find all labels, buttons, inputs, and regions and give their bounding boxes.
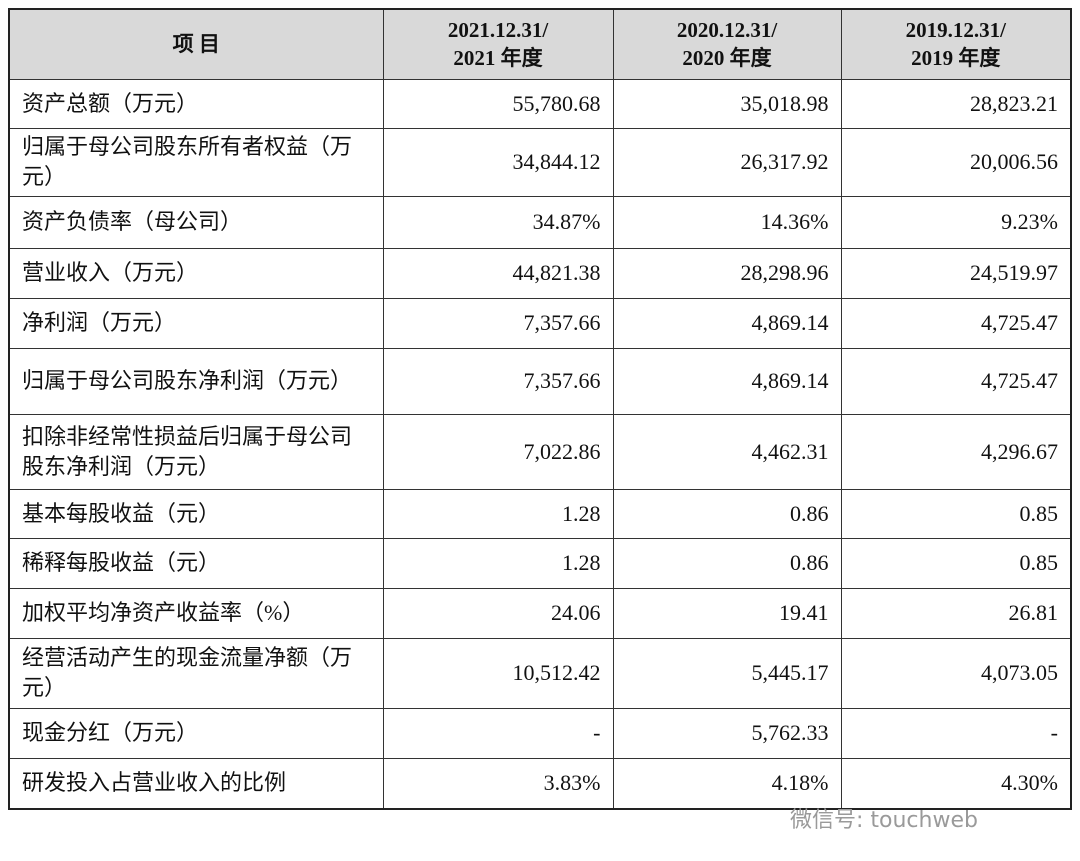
table-row: 经营活动产生的现金流量净额（万元） 10,512.42 5,445.17 4,073.…: [8, 637, 1072, 709]
cell-value: 4,296.67: [840, 413, 1072, 490]
header-cell: 2020.12.31/2020 年度: [612, 8, 842, 80]
cell-value: 14.36%: [612, 195, 842, 249]
table-row: 稀释每股收益（元） 1.28 0.86 0.85: [8, 537, 1072, 589]
cell-value: 28,298.96: [612, 247, 842, 299]
cell-value: 34.87%: [382, 195, 614, 249]
cell-value: 1.28: [382, 537, 614, 589]
cell-value: 4,725.47: [840, 297, 1072, 349]
table-row: 资产负债率（母公司） 34.87% 14.36% 9.23%: [8, 195, 1072, 249]
cell-value: 19.41: [612, 587, 842, 639]
header-line: 2021 年度: [453, 46, 543, 71]
table-row: 营业收入（万元） 44,821.38 28,298.96 24,519.97: [8, 247, 1072, 299]
cell-value: 7,357.66: [382, 347, 614, 415]
cell-value: -: [382, 707, 614, 759]
row-label: 现金分红（万元）: [8, 707, 384, 759]
table-row: 基本每股收益（元） 1.28 0.86 0.85: [8, 488, 1072, 539]
row-label: 归属于母公司股东所有者权益（万元）: [8, 127, 384, 197]
row-label: 加权平均净资产收益率（%）: [8, 587, 384, 639]
table-row: 归属于母公司股东净利润（万元） 7,357.66 4,869.14 4,725.47: [8, 347, 1072, 415]
header-cell: 2021.12.31/2021 年度: [382, 8, 614, 80]
cell-value: 1.28: [382, 488, 614, 539]
header-line: 2020.12.31/: [676, 18, 778, 43]
cell-value: 55,780.68: [382, 78, 614, 129]
header-line: 2021.12.31/: [447, 18, 549, 43]
cell-value: 4.18%: [612, 757, 842, 810]
cell-value: 5,762.33: [612, 707, 842, 759]
cell-value: 0.85: [840, 537, 1072, 589]
table-row: 现金分红（万元） -5,762.33-: [8, 707, 1072, 759]
table-row: 归属于母公司股东所有者权益（万元） 34,844.12 26,317.92 20,00…: [8, 127, 1072, 197]
cell-value: 4,725.47: [840, 347, 1072, 415]
table-row: 净利润（万元） 7,357.66 4,869.14 4,725.47: [8, 297, 1072, 349]
header-line: 2019.12.31/: [905, 18, 1006, 43]
cell-value: 28,823.21: [840, 78, 1072, 129]
table-row: 扣除非经常性损益后归属于母公司股东净利润（万元） 7,022.86 4,462.31…: [8, 413, 1072, 490]
cell-value: 4,869.14: [612, 297, 842, 349]
cell-value: 24,519.97: [840, 247, 1072, 299]
cell-value: 4.30%: [840, 757, 1072, 810]
cell-value: 9.23%: [840, 195, 1072, 249]
header-line: 2020 年度: [682, 46, 772, 71]
cell-value: 44,821.38: [382, 247, 614, 299]
cell-value: 20,006.56: [840, 127, 1072, 197]
header-line: 2019 年度: [911, 46, 1001, 71]
cell-value: 35,018.98: [612, 78, 842, 129]
cell-value: 26.81: [840, 587, 1072, 639]
table-row: 加权平均净资产收益率（%） 24.06 19.41 26.81: [8, 587, 1072, 639]
cell-value: 3.83%: [382, 757, 614, 810]
header-cell: 项 目: [8, 8, 384, 80]
cell-value: 0.85: [840, 488, 1072, 539]
table-row: 研发投入占营业收入的比例 3.83% 4.18% 4.30%: [8, 757, 1072, 810]
cell-value: -: [840, 707, 1072, 759]
cell-value: 10,512.42: [382, 637, 614, 709]
row-label: 净利润（万元）: [8, 297, 384, 349]
row-label: 稀释每股收益（元）: [8, 537, 384, 589]
cell-value: 4,869.14: [612, 347, 842, 415]
watermark: 微信号: touchweb: [790, 808, 978, 833]
row-label: 扣除非经常性损益后归属于母公司股东净利润（万元）: [8, 413, 384, 490]
row-label: 归属于母公司股东净利润（万元）: [8, 347, 384, 415]
cell-value: 4,462.31: [612, 413, 842, 490]
cell-value: 7,022.86: [382, 413, 614, 490]
header-cell: 2019.12.31/2019 年度: [840, 8, 1072, 80]
cell-value: 0.86: [612, 488, 842, 539]
table-row: 资产总额（万元） 55,780.68 35,018.98 28,823.21: [8, 78, 1072, 129]
row-label: 营业收入（万元）: [8, 247, 384, 299]
cell-value: 4,073.05: [840, 637, 1072, 709]
row-label: 资产负债率（母公司）: [8, 195, 384, 249]
cell-value: 24.06: [382, 587, 614, 639]
row-label: 研发投入占营业收入的比例: [8, 757, 384, 810]
header-row: 项 目 2021.12.31/2021 年度 2020.12.31/2020 年度 2…: [8, 8, 1072, 80]
row-label: 基本每股收益（元）: [8, 488, 384, 539]
cell-value: 7,357.66: [382, 297, 614, 349]
row-label: 经营活动产生的现金流量净额（万元）: [8, 637, 384, 709]
cell-value: 0.86: [612, 537, 842, 589]
cell-value: 34,844.12: [382, 127, 614, 197]
financial-table: 项 目 2021.12.31/2021 年度 2020.12.31/2020 年度 2…: [8, 8, 1072, 810]
cell-value: 5,445.17: [612, 637, 842, 709]
row-label: 资产总额（万元）: [8, 78, 384, 129]
cell-value: 26,317.92: [612, 127, 842, 197]
